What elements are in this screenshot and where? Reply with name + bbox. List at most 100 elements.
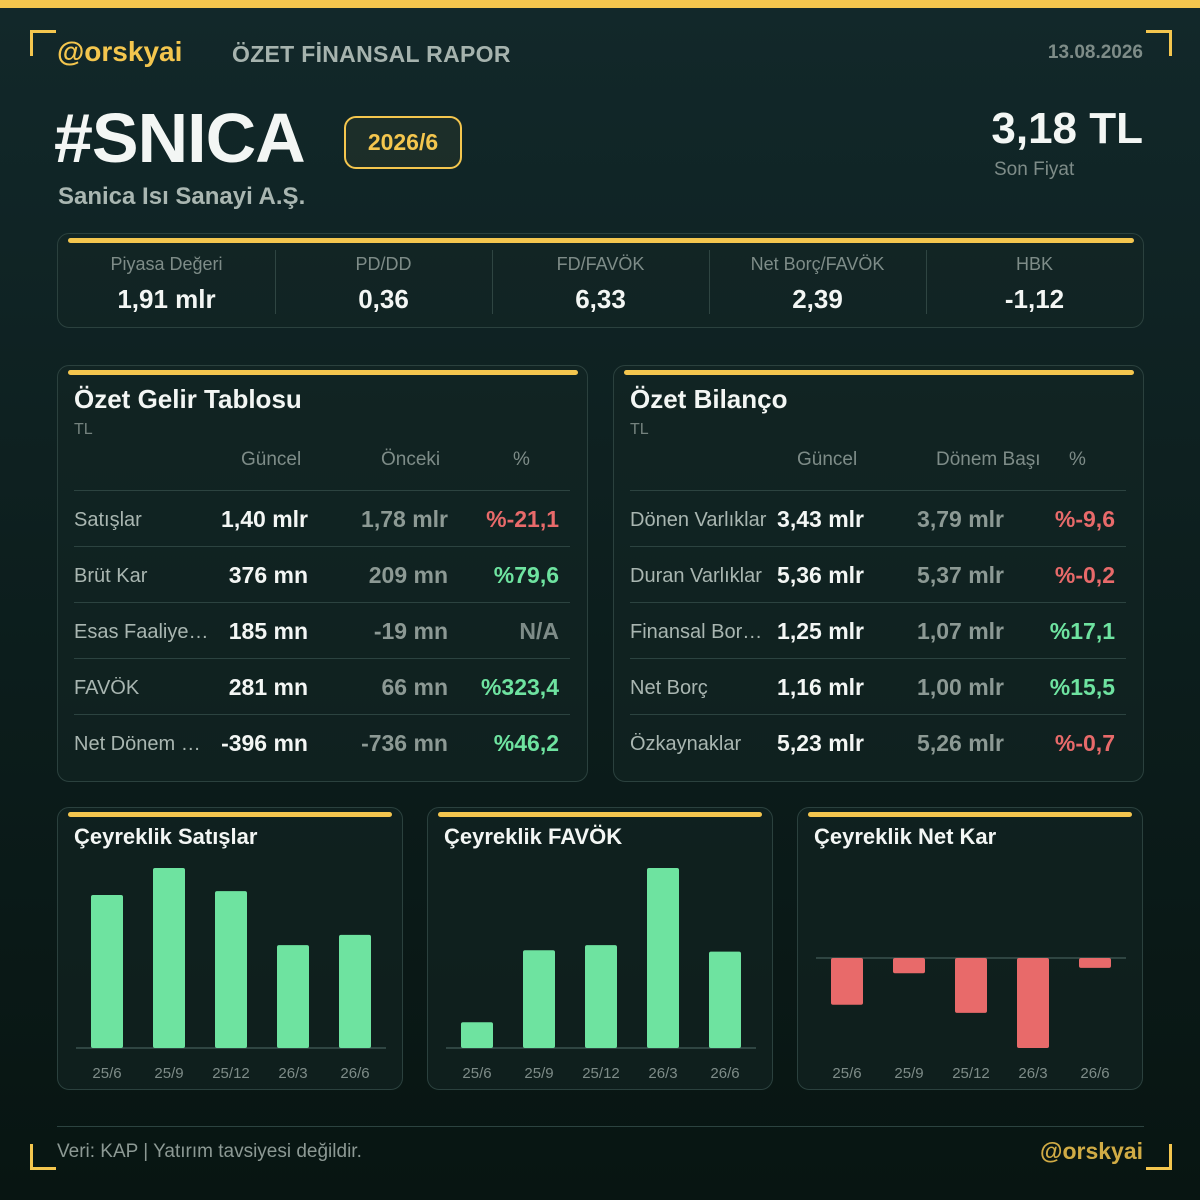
row-pct-change: %-9,6 (1054, 506, 1115, 532)
row-divider (630, 714, 1126, 715)
ticker-symbol: #SNICA (54, 99, 306, 177)
corner-bracket (1146, 1144, 1172, 1170)
row-divider (630, 490, 1126, 491)
row-current-value: 281 mn (228, 674, 308, 700)
chart-title: Çeyreklik Net Kar (814, 824, 997, 849)
column-header-current: Güncel (797, 449, 858, 470)
metric-label: HBK (1015, 254, 1053, 274)
chart-title: Çeyreklik Satışlar (74, 824, 258, 849)
row-pct-change: %46,2 (493, 730, 559, 756)
balance-row: Dönen Varlıklar 3,43 mlr 3,79 mlr %-9,6 (630, 490, 1126, 546)
chart-tick-label: 25/12 (952, 1065, 990, 1082)
chart-title: Çeyreklik FAVÖK (444, 824, 623, 849)
row-divider (74, 546, 570, 547)
row-previous-value: 209 mn (368, 562, 448, 588)
chart-tick-label: 25/6 (462, 1065, 491, 1082)
row-previous-value: 5,37 mlr (917, 562, 1004, 588)
panel-accent-bar (68, 238, 1134, 243)
metric-divider (926, 250, 927, 314)
row-previous-value: 66 mn (381, 674, 448, 700)
metric-value: 0,36 (358, 284, 409, 314)
chart-bar (831, 958, 863, 1005)
income-row: FAVÖK 281 mn 66 mn %323,4 (74, 658, 570, 714)
chart-bar (647, 868, 679, 1048)
corner-bracket (1146, 30, 1172, 56)
row-divider (74, 714, 570, 715)
income-row: Satışlar 1,40 mlr 1,78 mlr %-21,1 (74, 490, 570, 546)
metric-value: 2,39 (792, 284, 843, 314)
balance-sheet-panel: Özet Bilanço TL Güncel Dönem Başı % Döne… (613, 365, 1144, 782)
footer-brand: @orskyai (1040, 1138, 1143, 1164)
row-previous-value: -19 mn (373, 618, 448, 644)
row-pct-change: %-0,2 (1054, 562, 1115, 588)
chart-bar (709, 951, 741, 1048)
chart-bar (153, 868, 185, 1048)
row-pct-change: %323,4 (480, 674, 559, 700)
net-profit-bar-chart: 25/6 25/9 25/12 26/3 26/6 (816, 957, 1126, 1082)
footer-source-disclaimer: Veri: KAP | Yatırım tavsiyesi değildir. (57, 1141, 362, 1162)
column-header-previous: Önceki (381, 449, 441, 470)
chart-tick-label: 25/12 (582, 1065, 620, 1082)
metric-hbk: HBK -1,12 (926, 234, 1143, 329)
row-current-value: 376 mn (228, 562, 308, 588)
column-header-pct: % (513, 449, 530, 470)
row-previous-value: 3,79 mlr (917, 506, 1004, 532)
corner-bracket (30, 1144, 56, 1170)
row-divider (74, 490, 570, 491)
last-price-label: Son Fiyat (994, 159, 1075, 180)
row-label: Net Borç (630, 677, 708, 699)
chart-tick-label: 25/6 (832, 1065, 861, 1082)
row-current-value: 1,16 mlr (777, 674, 864, 700)
chart-tick-label: 26/3 (278, 1065, 307, 1082)
report-title: ÖZET FİNANSAL RAPOR (232, 41, 511, 67)
income-row: Esas Faaliyet Karı 185 mn -19 mn N/A (74, 602, 570, 658)
company-name: Sanica Isı Sanayi A.Ş. (58, 183, 306, 210)
row-divider (630, 658, 1126, 659)
chart-bar (1017, 958, 1049, 1048)
balance-title: Özet Bilanço (630, 384, 788, 414)
row-label: Brüt Kar (74, 565, 148, 587)
chart-bar (1079, 958, 1111, 968)
footer-divider (57, 1126, 1144, 1127)
balance-row: Özkaynaklar 5,23 mlr 5,26 mlr %-0,7 (630, 714, 1126, 770)
chart-bar (215, 891, 247, 1048)
income-unit: TL (74, 421, 93, 438)
panel-accent-bar (68, 370, 578, 375)
income-statement-panel: Özet Gelir Tablosu TL Güncel Önceki % Sa… (57, 365, 588, 782)
row-label: FAVÖK (74, 677, 140, 699)
row-label: Dönen Varlıklar (630, 509, 767, 531)
chart-tick-label: 26/6 (340, 1065, 369, 1082)
row-label: Özkaynaklar (630, 733, 742, 755)
balance-row: Duran Varlıklar 5,36 mlr 5,37 mlr %-0,2 (630, 546, 1126, 602)
income-row: Net Dönem Karı -396 mn -736 mn %46,2 (74, 714, 570, 770)
metric-value: 6,33 (575, 284, 626, 314)
row-pct-change: %-21,1 (486, 506, 559, 532)
chart-tick-label: 25/12 (212, 1065, 250, 1082)
chart-bar (585, 945, 617, 1048)
metric-pd-dd: PD/DD 0,36 (275, 234, 492, 329)
row-current-value: 5,23 mlr (777, 730, 864, 756)
metric-label: Net Borç/FAVÖK (750, 254, 885, 274)
chart-panel-sales: Çeyreklik Satışlar 25/6 25/9 25/12 26/3 26/6 (57, 807, 403, 1090)
metric-divider (709, 250, 710, 314)
row-pct-change: %17,1 (1049, 618, 1115, 644)
chart-bar (461, 1022, 493, 1048)
metric-value: -1,12 (1004, 284, 1065, 314)
row-previous-value: 1,78 mlr (361, 506, 448, 532)
row-divider (74, 602, 570, 603)
chart-tick-label: 26/3 (648, 1065, 677, 1082)
metric-label: Piyasa Değeri (110, 254, 223, 274)
chart-tick-label: 26/6 (710, 1065, 739, 1082)
chart-tick-label: 25/9 (154, 1065, 183, 1082)
metric-divider (275, 250, 276, 314)
income-title: Özet Gelir Tablosu (74, 384, 302, 414)
column-header-previous: Dönem Başı (936, 449, 1041, 470)
chart-tick-label: 26/6 (1080, 1065, 1109, 1082)
chart-bar (955, 958, 987, 1013)
row-divider (630, 602, 1126, 603)
row-pct-change: %79,6 (493, 562, 559, 588)
metrics-panel: Piyasa Değeri 1,91 mlr PD/DD 0,36 FD/FAV… (57, 233, 1144, 328)
row-pct-change: N/A (519, 618, 559, 644)
last-price: 3,18 TL (991, 104, 1143, 153)
row-label: Satışlar (74, 509, 142, 531)
